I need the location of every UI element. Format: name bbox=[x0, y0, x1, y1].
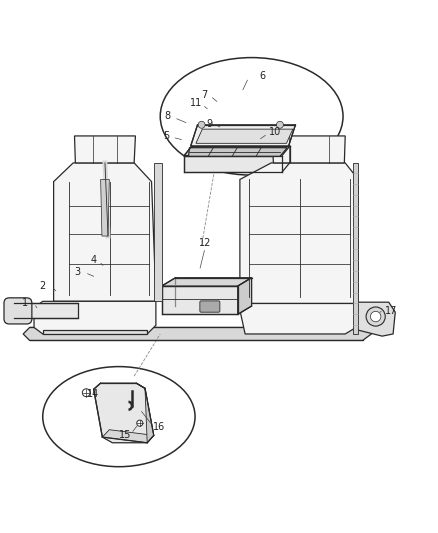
Polygon shape bbox=[14, 303, 78, 318]
Text: 12: 12 bbox=[199, 238, 211, 247]
Polygon shape bbox=[356, 302, 395, 336]
Polygon shape bbox=[136, 383, 154, 443]
Polygon shape bbox=[240, 163, 358, 303]
Polygon shape bbox=[272, 136, 345, 163]
Polygon shape bbox=[238, 278, 252, 314]
Text: 17: 17 bbox=[385, 306, 397, 316]
Text: 7: 7 bbox=[201, 90, 208, 100]
Polygon shape bbox=[188, 148, 287, 156]
Polygon shape bbox=[53, 163, 156, 301]
FancyBboxPatch shape bbox=[4, 298, 32, 324]
Circle shape bbox=[276, 122, 283, 128]
Text: 10: 10 bbox=[268, 127, 281, 138]
Polygon shape bbox=[23, 327, 371, 341]
Polygon shape bbox=[162, 286, 238, 314]
Text: 5: 5 bbox=[163, 131, 169, 141]
Polygon shape bbox=[74, 136, 135, 163]
Circle shape bbox=[82, 389, 90, 397]
Polygon shape bbox=[162, 278, 252, 286]
Circle shape bbox=[198, 122, 205, 128]
Polygon shape bbox=[196, 129, 293, 143]
Circle shape bbox=[371, 311, 381, 322]
Polygon shape bbox=[154, 163, 162, 301]
Polygon shape bbox=[34, 301, 156, 334]
Polygon shape bbox=[184, 146, 290, 156]
Text: 14: 14 bbox=[87, 389, 99, 399]
Text: 15: 15 bbox=[119, 430, 131, 440]
Text: 4: 4 bbox=[91, 255, 97, 265]
Text: 9: 9 bbox=[206, 119, 212, 129]
Polygon shape bbox=[101, 180, 110, 236]
Polygon shape bbox=[43, 329, 147, 334]
Text: 3: 3 bbox=[74, 266, 81, 277]
Text: 6: 6 bbox=[259, 71, 265, 81]
Ellipse shape bbox=[43, 367, 195, 467]
Text: 16: 16 bbox=[153, 422, 165, 432]
Text: 11: 11 bbox=[190, 98, 202, 108]
Polygon shape bbox=[94, 383, 154, 443]
Polygon shape bbox=[282, 146, 290, 172]
Polygon shape bbox=[102, 430, 154, 443]
Polygon shape bbox=[184, 156, 282, 172]
Polygon shape bbox=[240, 303, 356, 334]
Polygon shape bbox=[191, 125, 296, 146]
Text: 2: 2 bbox=[39, 281, 46, 291]
Circle shape bbox=[366, 307, 385, 326]
FancyBboxPatch shape bbox=[200, 301, 220, 312]
Circle shape bbox=[137, 420, 143, 426]
Polygon shape bbox=[353, 163, 358, 334]
Text: 1: 1 bbox=[22, 298, 28, 309]
Text: 8: 8 bbox=[165, 111, 171, 122]
Ellipse shape bbox=[160, 58, 343, 175]
